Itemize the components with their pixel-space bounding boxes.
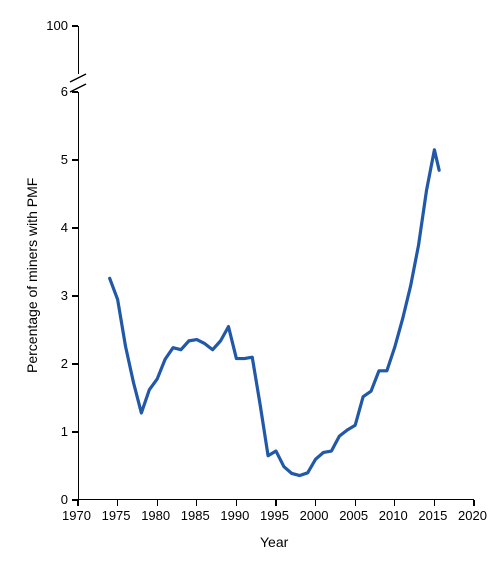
x-tick: [157, 500, 158, 506]
y-tick: [72, 295, 78, 296]
y-tick: [72, 25, 78, 26]
x-axis-title: Year: [260, 534, 288, 550]
x-tick: [236, 500, 237, 506]
y-tick-label: 6: [61, 84, 68, 99]
x-tick: [315, 500, 316, 506]
x-tick-label: 2010: [379, 508, 408, 523]
x-tick-label: 1995: [260, 508, 289, 523]
y-tick: [72, 159, 78, 160]
x-tick: [434, 500, 435, 506]
data-line: [110, 150, 439, 476]
x-tick: [117, 500, 118, 506]
x-tick: [275, 500, 276, 506]
x-tick-label: 2000: [300, 508, 329, 523]
y-axis-title: Percentage of miners with PMF: [24, 178, 40, 373]
x-tick-label: 2015: [418, 508, 447, 523]
y-tick: [72, 499, 78, 500]
x-tick: [77, 500, 78, 506]
x-tick-label: 2005: [339, 508, 368, 523]
x-tick-label: 1990: [220, 508, 249, 523]
x-tick-label: 1980: [141, 508, 170, 523]
x-tick: [394, 500, 395, 506]
y-tick-label: 2: [61, 356, 68, 371]
x-tick-label: 1985: [181, 508, 210, 523]
y-tick: [72, 431, 78, 432]
x-tick-label: 1970: [62, 508, 91, 523]
y-tick: [72, 227, 78, 228]
pmf-line-chart: Percentage of miners with PMF Year 1970 1…: [0, 0, 504, 568]
y-tick: [72, 363, 78, 364]
line-svg: [0, 0, 504, 568]
x-tick: [473, 500, 474, 506]
y-tick-label: 1: [61, 424, 68, 439]
y-tick-label: 3: [61, 288, 68, 303]
x-tick-label: 1975: [102, 508, 131, 523]
y-tick-label: 100: [46, 18, 68, 33]
y-tick-label: 4: [61, 220, 68, 235]
x-tick-label: 2020: [458, 508, 487, 523]
y-tick: [72, 91, 78, 92]
x-tick: [355, 500, 356, 506]
y-tick-label: 5: [61, 152, 68, 167]
y-tick-label: 0: [61, 492, 68, 507]
x-tick: [196, 500, 197, 506]
